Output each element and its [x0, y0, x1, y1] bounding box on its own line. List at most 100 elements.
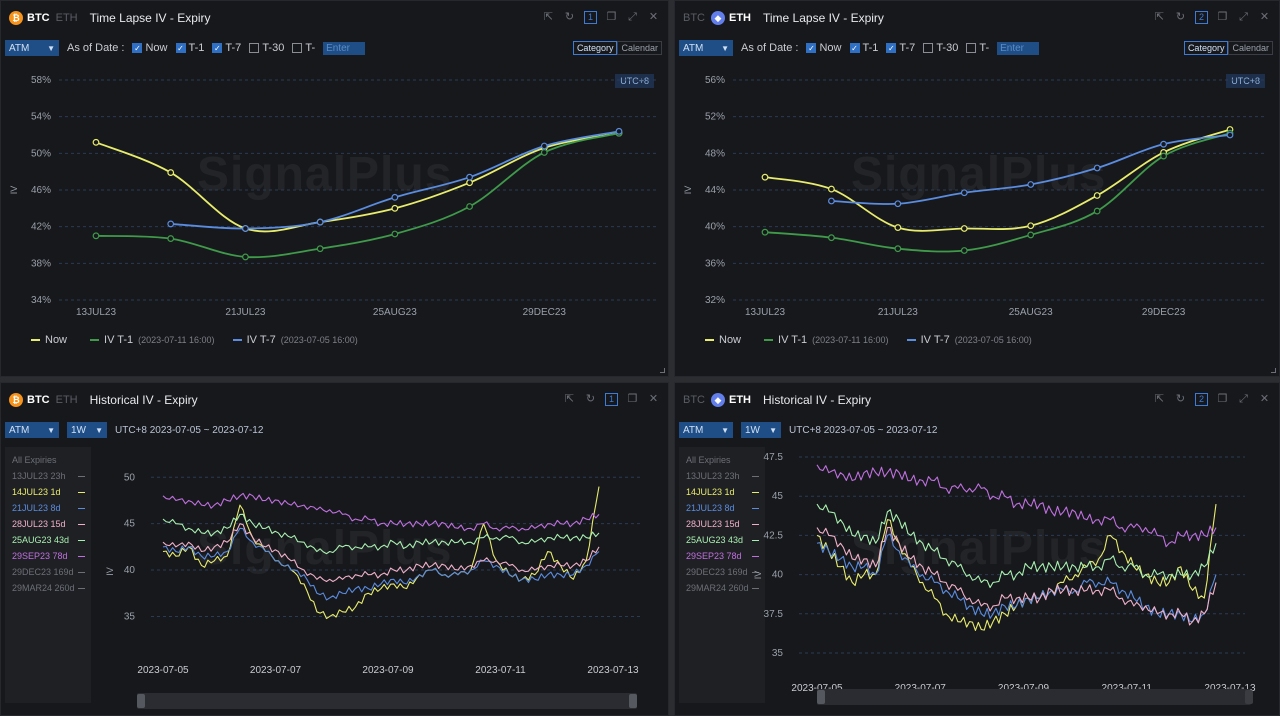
check-tcustom[interactable]: T- — [966, 42, 989, 54]
check-now[interactable]: ✓ Now — [806, 42, 842, 54]
coin-tab-btc[interactable]: ₿ BTC — [9, 393, 50, 407]
expiry-item[interactable]: 14JUL23 1d — [686, 484, 765, 500]
expiry-item[interactable]: All Expiries — [12, 452, 91, 468]
checkbox[interactable] — [292, 43, 303, 53]
refresh-icon[interactable]: ↻ — [585, 393, 596, 405]
legend-item[interactable]: Now — [31, 334, 72, 346]
resize-handle[interactable] — [660, 368, 665, 373]
slider-end-handle[interactable] — [1245, 690, 1253, 704]
y-tick-label: 42.5 — [764, 530, 784, 541]
legend-item[interactable]: IV T-7 (2023-07-05 16:00) — [232, 334, 358, 346]
coin-tab-eth[interactable]: ◆ ETH — [711, 11, 751, 25]
check-tcustom[interactable]: T- — [292, 42, 315, 54]
range-slider[interactable] — [817, 689, 1253, 705]
expand-icon[interactable]: ⤢ — [1239, 11, 1248, 23]
check-now[interactable]: ✓ Now — [132, 42, 168, 54]
expiry-item[interactable]: All Expiries — [686, 452, 765, 468]
legend-item[interactable]: IV T-1 (2023-07-11 16:00) — [764, 334, 889, 346]
expiry-item[interactable]: 13JUL23 23h — [686, 468, 765, 484]
link-group-badge[interactable]: 2 — [1195, 11, 1208, 24]
checkbox[interactable]: ✓ — [175, 43, 186, 53]
coin-tab-btc[interactable]: BTC — [683, 394, 705, 406]
expiry-item[interactable]: 21JUL23 8d — [12, 500, 91, 516]
coin-tab-eth[interactable]: ETH — [56, 12, 78, 24]
category-toggle[interactable]: Category — [1183, 41, 1229, 55]
legend-item[interactable]: IV T-1 (2023-07-11 16:00) — [90, 334, 215, 346]
moneyness-select[interactable]: ATM ▼ — [679, 40, 733, 56]
coin-tab-btc[interactable]: BTC — [683, 12, 705, 24]
external-link-icon[interactable]: ⇱ — [543, 11, 554, 23]
range-slider[interactable] — [137, 693, 637, 709]
refresh-icon[interactable]: ↻ — [1175, 11, 1186, 23]
legend-item[interactable]: Now — [705, 334, 746, 346]
checkbox[interactable] — [966, 43, 977, 53]
coin-tab-eth[interactable]: ◆ ETH — [711, 393, 751, 407]
check-t7[interactable]: ✓ T-7 — [886, 42, 915, 54]
coin-tab-eth[interactable]: ETH — [56, 394, 78, 406]
data-point — [615, 127, 623, 135]
expiry-item[interactable]: 25AUG23 43d — [12, 532, 91, 548]
expiry-item[interactable]: 28JUL23 15d — [12, 516, 91, 532]
custom-t-input[interactable]: Enter — [323, 41, 366, 55]
link-group-badge[interactable]: 2 — [1195, 393, 1208, 406]
check-t7[interactable]: ✓ T-7 — [212, 42, 241, 54]
expiry-item[interactable]: 21JUL23 8d — [686, 500, 765, 516]
moneyness-select[interactable]: ATM ▼ — [5, 422, 59, 438]
expiry-item[interactable]: 29SEP23 78d — [12, 548, 91, 564]
checkbox[interactable]: ✓ — [806, 43, 817, 53]
custom-t-input[interactable]: Enter — [997, 41, 1040, 55]
expand-icon[interactable]: ⤢ — [1239, 393, 1248, 405]
checkbox[interactable] — [249, 43, 260, 53]
check-t30[interactable]: T-30 — [923, 42, 958, 54]
expiry-item[interactable]: 25AUG23 43d — [686, 532, 765, 548]
close-icon[interactable]: ✕ — [648, 11, 659, 23]
slider-end-handle[interactable] — [629, 694, 637, 708]
expiry-swatch — [78, 556, 85, 557]
calendar-toggle[interactable]: Calendar — [1228, 41, 1273, 55]
expand-icon[interactable]: ⤢ — [628, 11, 637, 23]
external-link-icon[interactable]: ⇱ — [1154, 393, 1165, 405]
coin-tab-btc[interactable]: ₿ BTC — [9, 11, 50, 25]
period-select[interactable]: 1W ▼ — [741, 422, 781, 438]
copy-icon[interactable]: ❐ — [1217, 11, 1228, 23]
link-group-badge[interactable]: 1 — [605, 393, 618, 406]
copy-icon[interactable]: ❐ — [627, 393, 638, 405]
checkbox[interactable]: ✓ — [212, 43, 223, 53]
refresh-icon[interactable]: ↻ — [564, 11, 575, 23]
expiry-item[interactable]: 29DEC23 169d — [12, 564, 91, 580]
refresh-icon[interactable]: ↻ — [1175, 393, 1186, 405]
link-group-badge[interactable]: 1 — [584, 11, 597, 24]
checkbox[interactable] — [923, 43, 934, 53]
copy-icon[interactable]: ❐ — [1217, 393, 1228, 405]
moneyness-select[interactable]: ATM ▼ — [679, 422, 733, 438]
expiry-item[interactable]: 14JUL23 1d — [12, 484, 91, 500]
check-t30[interactable]: T-30 — [249, 42, 284, 54]
checkbox[interactable]: ✓ — [132, 43, 143, 53]
legend-label: IV T-1 — [778, 334, 808, 346]
legend-item[interactable]: IV T-7 (2023-07-05 16:00) — [906, 334, 1032, 346]
resize-handle[interactable] — [1271, 368, 1276, 373]
expiry-item[interactable]: 29DEC23 169d — [686, 564, 765, 580]
x-tick-label: 13JUL23 — [76, 307, 116, 318]
slider-start-handle[interactable] — [817, 690, 825, 704]
category-toggle[interactable]: Category — [572, 41, 618, 55]
close-icon[interactable]: ✕ — [648, 393, 659, 405]
period-select[interactable]: 1W ▼ — [67, 422, 107, 438]
expiry-item[interactable]: 29SEP23 78d — [686, 548, 765, 564]
moneyness-select[interactable]: ATM ▼ — [5, 40, 59, 56]
copy-icon[interactable]: ❐ — [606, 11, 617, 23]
calendar-toggle[interactable]: Calendar — [617, 41, 662, 55]
expiry-item[interactable]: 29MAR24 260d — [686, 580, 765, 596]
expiry-item[interactable]: 29MAR24 260d — [12, 580, 91, 596]
check-t1[interactable]: ✓ T-1 — [175, 42, 204, 54]
close-icon[interactable]: ✕ — [1259, 11, 1270, 23]
close-icon[interactable]: ✕ — [1259, 393, 1270, 405]
slider-start-handle[interactable] — [137, 694, 145, 708]
checkbox[interactable]: ✓ — [849, 43, 860, 53]
check-t1[interactable]: ✓ T-1 — [849, 42, 878, 54]
checkbox[interactable]: ✓ — [886, 43, 897, 53]
expiry-item[interactable]: 28JUL23 15d — [686, 516, 765, 532]
external-link-icon[interactable]: ⇱ — [1154, 11, 1165, 23]
external-link-icon[interactable]: ⇱ — [564, 393, 575, 405]
expiry-item[interactable]: 13JUL23 23h — [12, 468, 91, 484]
